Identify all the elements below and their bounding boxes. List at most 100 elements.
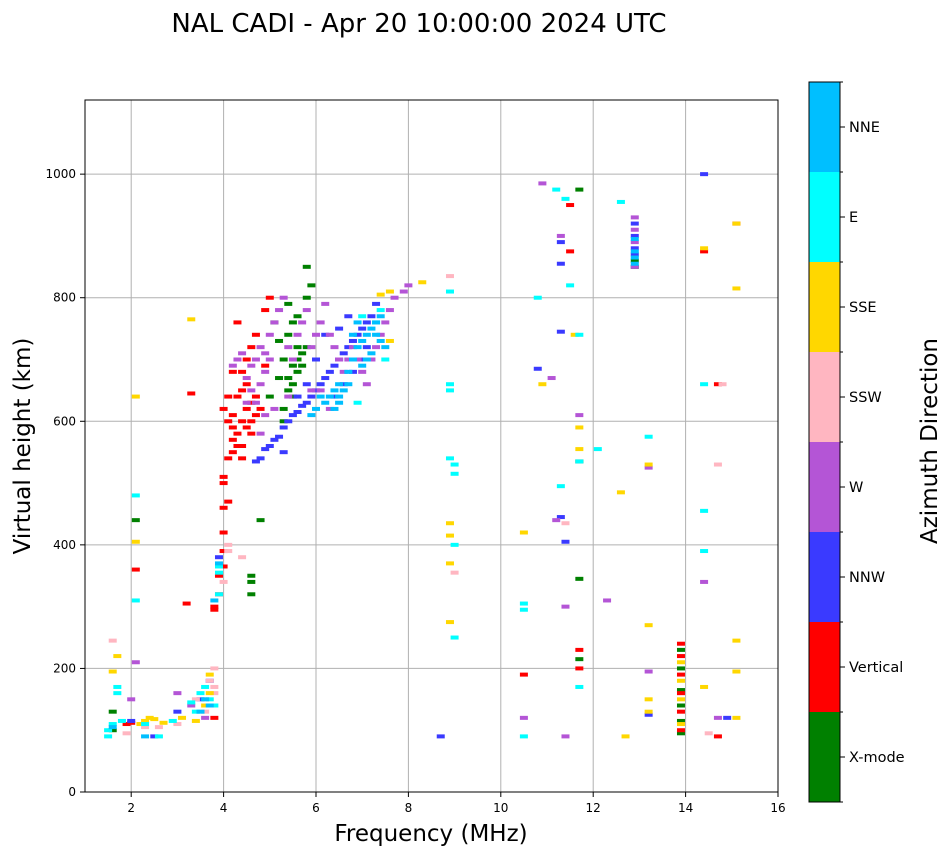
data-point <box>450 570 459 575</box>
data-point <box>445 561 454 566</box>
data-point <box>113 684 122 689</box>
data-point <box>293 369 302 374</box>
data-point <box>214 570 223 575</box>
data-point <box>261 369 270 374</box>
series-nnw <box>127 172 732 739</box>
data-point <box>270 437 279 442</box>
data-point <box>630 240 639 245</box>
data-point <box>288 394 297 399</box>
plot-frame <box>84 99 779 793</box>
data-point <box>265 357 274 362</box>
data-point <box>330 345 339 350</box>
data-point <box>131 394 140 399</box>
data-point <box>630 264 639 269</box>
colorbar-segment <box>809 82 840 172</box>
data-point <box>450 542 459 547</box>
data-point <box>275 308 284 313</box>
data-point <box>630 252 639 257</box>
series-ssw <box>108 274 727 736</box>
data-point <box>247 388 256 393</box>
data-point <box>376 338 385 343</box>
data-point <box>404 283 413 288</box>
data-point <box>362 357 371 362</box>
data-point <box>316 382 325 387</box>
data-point <box>533 366 542 371</box>
data-point <box>307 413 316 418</box>
x-tick-label: 12 <box>586 801 601 815</box>
data-point <box>302 345 311 350</box>
data-point <box>372 301 381 306</box>
data-point <box>256 345 265 350</box>
data-point <box>376 332 385 337</box>
data-point <box>676 641 685 646</box>
data-point <box>131 567 140 572</box>
data-point <box>344 369 353 374</box>
data-point <box>261 413 270 418</box>
data-point <box>122 731 131 736</box>
data-point <box>376 308 385 313</box>
data-points <box>104 172 741 739</box>
data-point <box>238 444 247 448</box>
data-point <box>418 280 427 285</box>
data-point <box>358 357 367 362</box>
data-point <box>335 394 344 399</box>
data-point <box>284 376 293 381</box>
data-point <box>644 623 653 628</box>
data-point <box>330 363 339 368</box>
data-point <box>256 406 265 411</box>
data-point <box>367 357 376 362</box>
x-tick-label: 16 <box>770 801 785 815</box>
data-point <box>353 332 362 337</box>
data-point <box>616 199 625 204</box>
data-point <box>700 684 709 689</box>
y-tick-label: 400 <box>53 538 76 552</box>
data-point <box>214 564 223 569</box>
data-point <box>339 388 348 393</box>
data-point <box>247 400 256 405</box>
data-point <box>154 734 163 739</box>
data-point <box>279 425 288 430</box>
data-point <box>298 351 307 356</box>
data-point <box>196 709 205 714</box>
data-point <box>445 533 454 538</box>
data-point <box>700 549 709 554</box>
data-point <box>713 382 722 387</box>
series-sse <box>108 221 741 739</box>
data-point <box>219 549 228 554</box>
data-point <box>214 592 223 597</box>
data-point <box>275 376 284 381</box>
data-point <box>131 518 140 523</box>
data-point <box>247 363 256 368</box>
data-point <box>131 539 140 544</box>
data-point <box>187 317 196 322</box>
chart-title: NAL CADI - Apr 20 10:00:00 2024 UTC <box>171 9 666 39</box>
data-point <box>242 406 251 411</box>
data-point <box>247 573 256 578</box>
data-point <box>630 255 639 260</box>
colorbar-segment <box>809 442 840 532</box>
data-point <box>131 598 140 603</box>
data-point <box>348 338 357 343</box>
colorbar-segment <box>809 622 840 712</box>
data-point <box>265 394 274 399</box>
data-point <box>233 357 242 362</box>
data-point <box>316 388 325 393</box>
data-point <box>630 227 639 232</box>
data-point <box>723 715 732 720</box>
x-tick-label: 6 <box>312 801 320 815</box>
data-point <box>141 718 150 723</box>
data-point <box>228 369 237 374</box>
data-point <box>201 684 210 689</box>
data-point <box>256 456 265 461</box>
data-point <box>556 515 565 520</box>
data-point <box>293 345 302 350</box>
data-point <box>201 703 210 708</box>
data-point <box>358 363 367 368</box>
data-point <box>533 295 542 300</box>
data-point <box>256 518 265 523</box>
data-point <box>575 666 584 671</box>
data-point <box>256 431 265 436</box>
data-point <box>644 465 653 470</box>
colorbar: X-mode Vertical NNW W SSW SSE E NNE <box>808 81 905 803</box>
data-point <box>676 666 685 671</box>
